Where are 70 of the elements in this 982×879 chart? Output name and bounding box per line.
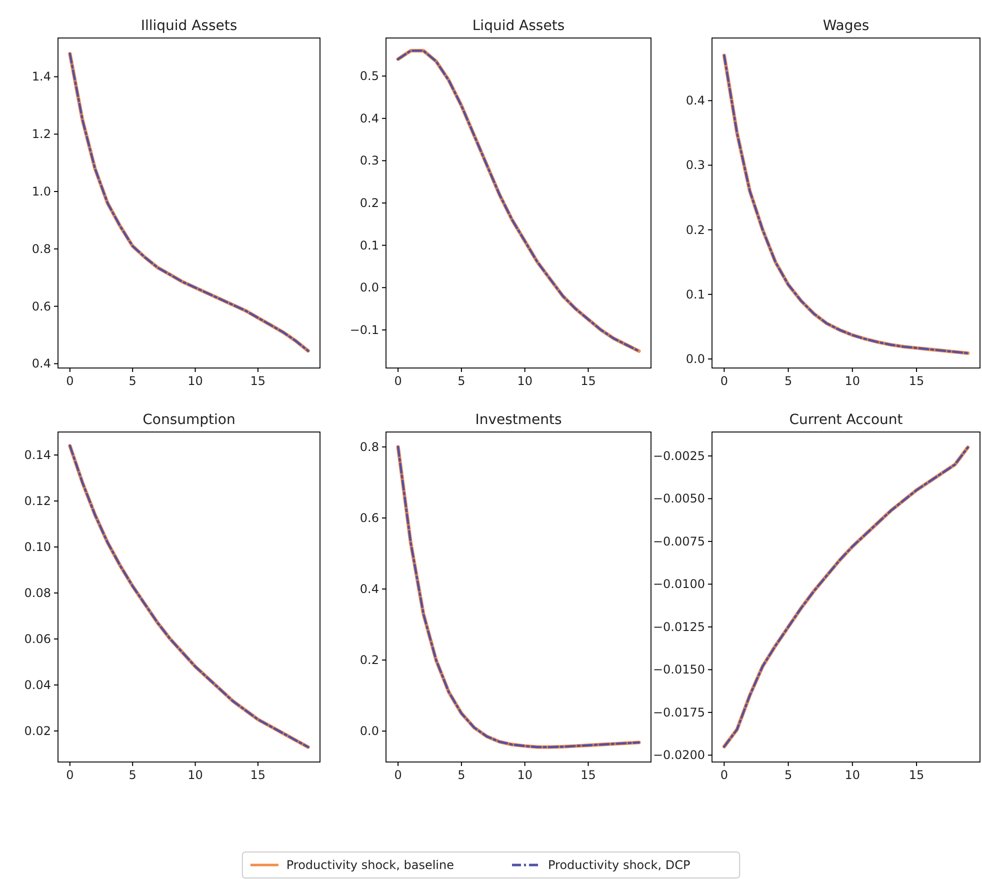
y-tick-label: −0.0050 (652, 492, 705, 506)
x-tick-label: 0 (66, 768, 74, 782)
y-tick-label: −0.0075 (652, 534, 705, 548)
y-tick-label: 0.02 (24, 724, 51, 738)
x-tick-label: 5 (128, 374, 136, 388)
legend-label: Productivity shock, DCP (548, 858, 690, 872)
y-tick-label: 0.0 (360, 280, 379, 295)
y-tick-label: 1.0 (32, 184, 51, 199)
x-tick-label: 0 (720, 374, 728, 388)
chart-title: Investments (475, 412, 562, 428)
x-tick-label: 15 (580, 768, 596, 782)
y-tick-label: 0.4 (32, 356, 51, 371)
y-tick-label: 0.4 (686, 94, 705, 108)
x-tick-label: 0 (66, 374, 74, 388)
x-tick-label: 5 (458, 768, 466, 782)
x-tick-label: 5 (784, 374, 792, 388)
x-tick-label: 15 (250, 768, 266, 782)
y-tick-label: 0.04 (24, 678, 51, 692)
x-tick-label: 15 (908, 768, 924, 782)
x-tick-label: 5 (458, 374, 466, 388)
y-tick-label: 0.6 (360, 510, 379, 525)
x-tick-label: 10 (188, 374, 203, 388)
x-tick-label: 15 (580, 374, 596, 388)
x-tick-label: 15 (908, 374, 924, 388)
y-tick-label: 0.0 (686, 352, 705, 366)
x-tick-label: 10 (844, 374, 860, 388)
y-tick-label: −0.0100 (652, 577, 705, 592)
y-tick-label: 0.08 (24, 586, 51, 600)
x-tick-label: 5 (784, 768, 792, 782)
x-tick-label: 15 (250, 374, 266, 388)
y-tick-label: 0.1 (360, 238, 379, 252)
y-tick-label: −0.0025 (652, 448, 705, 463)
x-tick-label: 0 (394, 768, 402, 782)
y-tick-label: 1.4 (32, 70, 51, 84)
chart-title: Wages (822, 18, 870, 34)
y-tick-label: 0.8 (32, 242, 51, 256)
x-tick-label: 0 (720, 768, 728, 782)
x-tick-label: 10 (517, 374, 532, 388)
x-tick-label: 0 (394, 374, 402, 388)
y-tick-label: 1.2 (32, 127, 51, 142)
y-tick-label: 0.1 (686, 287, 705, 302)
y-tick-label: 0.3 (360, 154, 379, 168)
x-tick-label: 10 (188, 768, 203, 782)
y-tick-label: 0.4 (360, 582, 379, 596)
y-tick-label: −0.0175 (652, 705, 705, 720)
chart-title: Liquid Assets (472, 18, 565, 34)
y-tick-label: −0.0150 (652, 662, 705, 677)
legend-label: Productivity shock, baseline (286, 858, 454, 872)
y-tick-label: 0.2 (360, 653, 379, 668)
x-tick-label: 10 (844, 768, 860, 782)
y-tick-label: 0.12 (24, 494, 51, 508)
y-tick-label: 0.3 (686, 158, 705, 172)
y-tick-label: −0.0200 (652, 748, 705, 762)
y-tick-label: 0.0 (360, 724, 379, 738)
chart-title: Consumption (142, 412, 236, 428)
y-tick-label: 0.14 (24, 448, 51, 462)
y-tick-label: 0.2 (360, 196, 379, 210)
y-tick-label: 0.8 (360, 440, 379, 454)
y-tick-label: 0.10 (24, 540, 51, 554)
y-tick-label: 0.6 (32, 299, 51, 314)
y-tick-label: 0.5 (360, 69, 379, 84)
x-tick-label: 5 (128, 768, 136, 782)
y-tick-label: −0.0125 (652, 620, 705, 634)
chart-title: Current Account (789, 412, 904, 428)
chart-title: Illiquid Assets (140, 18, 238, 34)
y-tick-label: 0.06 (24, 632, 51, 646)
x-tick-label: 10 (517, 768, 532, 782)
y-tick-label: 0.4 (360, 111, 379, 126)
y-tick-label: −0.1 (350, 322, 379, 337)
y-tick-label: 0.2 (686, 222, 705, 237)
